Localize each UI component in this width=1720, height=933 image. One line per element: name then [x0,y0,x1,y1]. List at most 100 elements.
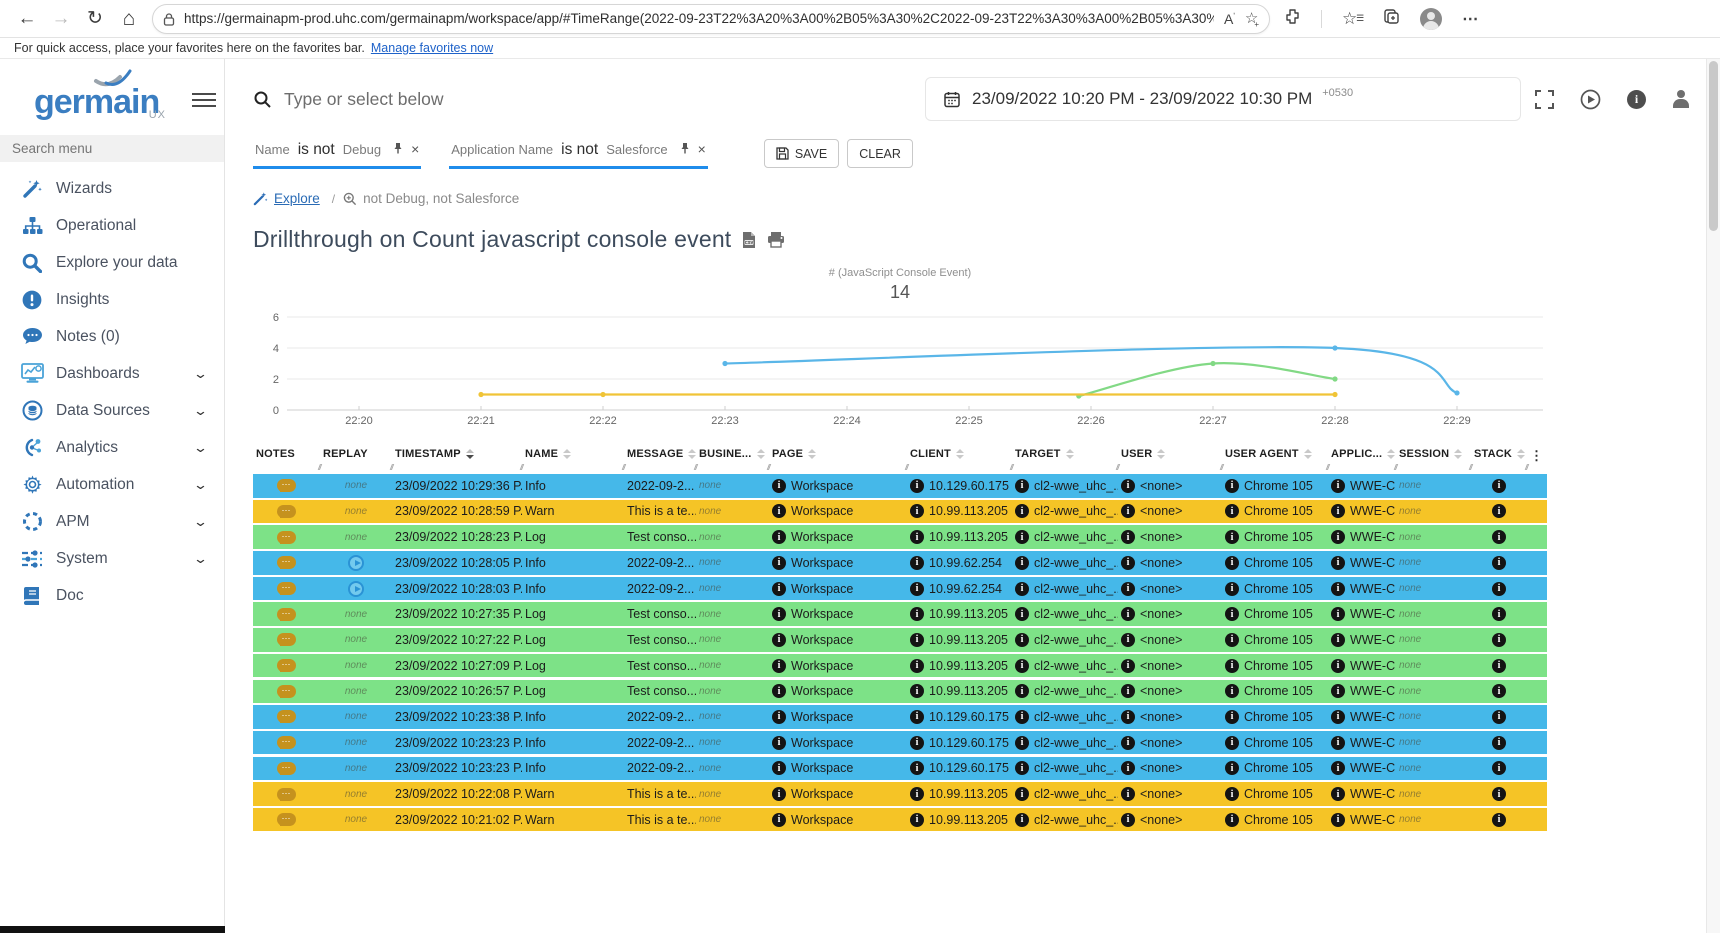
global-search[interactable] [253,88,925,110]
info-icon[interactable]: i [1225,787,1239,801]
info-icon[interactable]: i [910,761,924,776]
info-icon[interactable]: i [1225,658,1239,673]
note-comment-icon[interactable]: ⋯ [277,710,296,724]
info-icon[interactable]: i [1331,478,1345,493]
info-icon[interactable]: i [1492,812,1506,827]
sidebar-item-analytics[interactable]: Analytics ⌄ [0,429,224,466]
info-icon[interactable]: i [910,530,924,545]
cell-stack[interactable]: i [1471,504,1527,519]
sort-icon[interactable] [1065,449,1074,459]
info-icon[interactable]: i [1492,684,1506,699]
pin-icon[interactable] [393,141,403,159]
column-header-application[interactable]: APPLIC...// [1326,444,1396,472]
column-resize-handle[interactable]: // [694,463,698,472]
cell-stack[interactable]: i [1471,761,1527,776]
sidebar-item-notes-0[interactable]: Notes (0) [0,318,224,355]
info-icon[interactable]: i [1492,555,1506,570]
info-icon[interactable]: i [1627,89,1646,109]
note-comment-icon[interactable]: ⋯ [277,633,296,647]
cell-replay[interactable]: none [320,480,392,491]
chevron-down-icon[interactable]: ⌄ [192,550,209,566]
info-icon[interactable]: i [772,478,786,493]
pin-icon[interactable] [680,141,690,159]
info-icon[interactable]: i [1121,632,1135,647]
forward-icon[interactable]: → [51,7,71,29]
info-icon[interactable]: i [1015,478,1029,493]
info-icon[interactable]: i [1121,581,1135,596]
column-resize-handle[interactable]: // [1326,463,1330,472]
favorites-icon[interactable]: ☆ ☰ [1342,8,1365,28]
home-icon[interactable]: ⌂ [122,6,136,30]
sort-icon[interactable] [563,449,572,459]
info-icon[interactable]: i [1121,684,1135,699]
sort-icon[interactable] [465,449,474,459]
info-icon[interactable]: i [1015,607,1029,622]
info-icon[interactable]: i [910,658,924,673]
print-icon[interactable] [767,231,785,248]
column-resize-handle[interactable]: // [520,463,524,472]
info-icon[interactable]: i [1492,478,1506,493]
info-icon[interactable]: i [1015,812,1029,827]
sort-icon[interactable] [1387,449,1396,459]
info-icon[interactable]: i [1015,555,1029,570]
info-icon[interactable]: i [1015,581,1029,596]
info-icon[interactable]: i [1121,658,1135,673]
save-button[interactable]: SAVE [763,139,840,168]
table-row[interactable]: ⋯ none 23/09/2022 10:23:23 P... Info 2022-09… [253,756,1547,781]
replay-play-icon[interactable] [348,554,364,571]
cell-notes[interactable]: ⋯ [253,556,320,570]
sidebar-item-doc[interactable]: Doc [0,577,224,614]
info-icon[interactable]: i [1225,581,1239,596]
info-icon[interactable]: i [1492,581,1506,596]
cell-notes[interactable]: ⋯ [253,633,320,647]
info-icon[interactable]: i [1331,632,1345,647]
table-row[interactable]: ⋯ none 23/09/2022 10:22:08 P... Warn This is… [253,782,1547,806]
info-icon[interactable]: i [1015,761,1029,776]
cell-notes[interactable]: ⋯ [253,530,320,544]
info-icon[interactable]: i [910,735,924,750]
table-row[interactable]: ⋯ 23/09/2022 10:28:05 P... Info 2022-09-2..… [253,551,1547,575]
table-row[interactable]: ⋯ none 23/09/2022 10:28:23 P... Log Test con… [253,525,1547,549]
column-resize-handle[interactable]: // [1010,463,1014,472]
back-icon[interactable]: ← [17,7,37,29]
table-row[interactable]: ⋯ none 23/09/2022 10:27:35 P... Log Test con… [253,602,1547,626]
info-icon[interactable]: i [1225,504,1239,519]
read-aloud-icon[interactable]: Aʹ [1224,10,1235,27]
info-icon[interactable]: i [1331,761,1345,776]
info-icon[interactable]: i [910,787,924,801]
refresh-icon[interactable]: ↻ [87,8,103,29]
cell-notes[interactable]: ⋯ [253,582,320,595]
info-icon[interactable]: i [1015,658,1029,673]
timeseries-chart[interactable]: 6 4 2 0 22:20 22:21 22:22 22:23 22:24 22:25 22:26 2… [253,309,1547,429]
sort-icon[interactable] [955,449,964,459]
more-menu-icon[interactable]: ⋯ [1462,10,1480,28]
column-resize-handle[interactable]: // [905,463,909,472]
cell-replay[interactable]: none [320,609,392,620]
info-icon[interactable]: i [1121,530,1135,545]
cell-replay[interactable]: none [320,506,392,517]
filter-chip-name[interactable]: Name is not Debug × [253,137,422,169]
sort-icon[interactable] [1303,449,1312,459]
sidebar-item-dashboards[interactable]: Dashboards ⌄ [0,355,224,392]
info-icon[interactable]: i [1492,761,1506,776]
info-icon[interactable]: i [772,684,786,699]
cell-notes[interactable]: ⋯ [253,659,320,673]
cell-notes[interactable]: ⋯ [253,684,320,698]
column-header-target[interactable]: TARGET// [1010,444,1118,472]
note-comment-icon[interactable]: ⋯ [277,479,296,493]
info-icon[interactable]: i [1331,530,1345,545]
info-icon[interactable]: i [772,761,786,776]
info-icon[interactable]: i [1225,684,1239,699]
daterange-picker[interactable]: 23/09/2022 10:20 PM - 23/09/2022 10:30 P… [925,77,1521,121]
info-icon[interactable]: i [1492,709,1506,724]
chevron-down-icon[interactable]: ⌄ [192,439,209,455]
sidebar-item-wizards[interactable]: Wizards [0,170,224,207]
cell-stack[interactable]: i [1471,581,1527,596]
info-icon[interactable]: i [772,735,786,750]
info-icon[interactable]: i [1331,709,1345,724]
info-icon[interactable]: i [1331,607,1345,622]
info-icon[interactable]: i [1225,555,1239,570]
user-icon[interactable] [1672,90,1690,108]
replay-play-icon[interactable] [348,580,364,597]
info-icon[interactable]: i [1331,581,1345,596]
